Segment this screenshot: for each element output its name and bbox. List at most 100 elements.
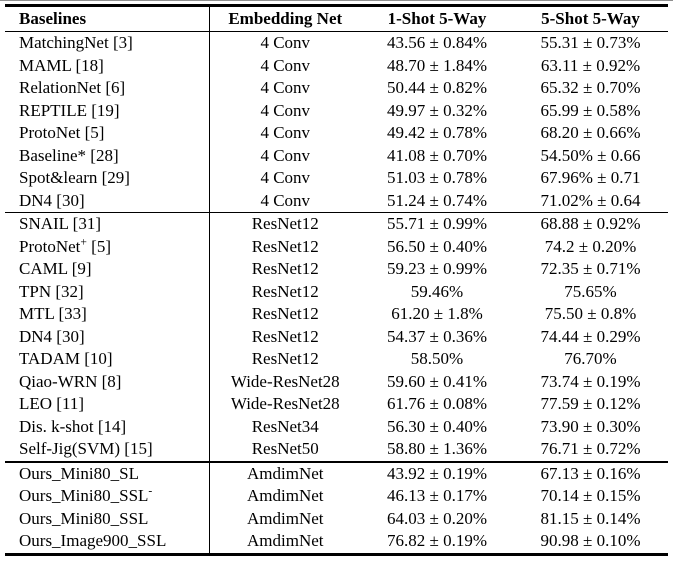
five-shot-cell: 68.88 ± 0.92% <box>540 214 641 234</box>
one-shot-cell: 43.92 ± 0.19% <box>387 463 487 483</box>
one-shot-cell: 41.08 ± 0.70% <box>387 145 487 165</box>
baseline-cell: Qiao-WRN [8] <box>5 370 210 393</box>
five-shot-cell: 76.71 ± 0.72% <box>540 439 641 459</box>
col-header-embedding-net: Embedding Net <box>228 9 343 28</box>
embedding-cell: ResNet12 <box>251 326 319 346</box>
one-shot-cell: 46.13 ± 0.17% <box>387 486 487 506</box>
baseline-cell: Ours_Image900_SSL <box>5 530 210 554</box>
embedding-cell: AmdimNet <box>247 486 324 506</box>
embedding-cell: ResNet12 <box>251 281 319 301</box>
baseline-cell: Self-Jig(SVM) [15] <box>5 438 210 462</box>
baseline-cell: RelationNet [6] <box>5 77 210 100</box>
one-shot-cell: 49.97 ± 0.32% <box>387 100 487 120</box>
table-row: Baseline* [28] 4 Conv 41.08 ± 0.70% 54.50% … <box>5 144 668 167</box>
baseline-cell: DN4 [30] <box>5 189 210 213</box>
one-shot-cell: 51.24 ± 0.74% <box>387 190 487 210</box>
col-header-baselines: Baselines <box>5 5 210 32</box>
table-row: Qiao-WRN [8] Wide-ResNet28 59.60 ± 0.41% 73… <box>5 370 668 393</box>
one-shot-cell: 55.71 ± 0.99% <box>387 214 487 234</box>
embedding-cell: 4 Conv <box>260 33 311 53</box>
five-shot-cell: 75.65% <box>564 281 617 301</box>
embedding-cell: Wide-ResNet28 <box>230 394 340 414</box>
baseline-cell: Ours_Mini80_SSL <box>5 507 210 530</box>
one-shot-cell: 54.37 ± 0.36% <box>387 326 487 346</box>
one-shot-cell: 59.46% <box>410 281 464 301</box>
baseline-cell: ProtoNet+ [5] <box>5 235 210 258</box>
embedding-cell: 4 Conv <box>260 123 311 143</box>
embedding-cell: 4 Conv <box>260 55 311 75</box>
five-shot-cell: 76.70% <box>564 349 617 369</box>
five-shot-cell: 73.90 ± 0.30% <box>540 416 641 436</box>
five-shot-cell: 71.02% ± 0.64 <box>540 190 641 210</box>
table-row: DN4 [30] ResNet12 54.37 ± 0.36% 74.44 ± 0.2… <box>5 325 668 348</box>
few-shot-results-table: Baselines Embedding Net 1-Shot 5-Way 5-S… <box>5 4 668 556</box>
baseline-cell: Ours_Mini80_SL <box>5 461 210 485</box>
baseline-cell: MAML [18] <box>5 54 210 77</box>
embedding-cell: 4 Conv <box>260 78 311 98</box>
crop-artifact-line <box>0 0 673 1</box>
table-row: Dis. k-shot [14] ResNet34 56.30 ± 0.40% 73.… <box>5 415 668 438</box>
table-row: SNAIL [31] ResNet12 55.71 ± 0.99% 68.88 ± 0… <box>5 212 668 236</box>
baseline-cell: LEO [11] <box>5 393 210 416</box>
embedding-cell: ResNet12 <box>251 259 319 279</box>
embedding-cell: ResNet12 <box>251 304 319 324</box>
table-row: Spot&learn [29] 4 Conv 51.03 ± 0.78% 67.96%… <box>5 167 668 190</box>
baseline-cell: DN4 [30] <box>5 325 210 348</box>
five-shot-cell: 54.50% ± 0.66 <box>540 145 641 165</box>
baseline-cell: SNAIL [31] <box>5 212 210 236</box>
one-shot-cell: 59.23 ± 0.99% <box>387 259 487 279</box>
five-shot-cell: 73.74 ± 0.19% <box>540 371 641 391</box>
baseline-cell: Ours_Mini80_SSL- <box>5 485 210 508</box>
baseline-cell: Spot&learn [29] <box>5 167 210 190</box>
embedding-cell: AmdimNet <box>247 508 324 528</box>
one-shot-cell: 51.03 ± 0.78% <box>387 168 487 188</box>
embedding-cell: 4 Conv <box>260 145 311 165</box>
table-row: Ours_Mini80_SL AmdimNet 43.92 ± 0.19% 67.13… <box>5 461 668 485</box>
embedding-cell: 4 Conv <box>260 168 311 188</box>
table-row: RelationNet [6] 4 Conv 50.44 ± 0.82% 65.32 … <box>5 77 668 100</box>
baseline-cell: MatchingNet [3] <box>5 31 210 55</box>
table-row: Ours_Mini80_SSL- AmdimNet 46.13 ± 0.17% 70.… <box>5 485 668 508</box>
one-shot-cell: 43.56 ± 0.84% <box>387 33 487 53</box>
table-body: MatchingNet [3] 4 Conv 43.56 ± 0.84% 55.31 … <box>5 31 668 554</box>
five-shot-cell: 74.2 ± 0.20% <box>544 236 637 256</box>
table-row: Self-Jig(SVM) [15] ResNet50 58.80 ± 1.36% 7… <box>5 438 668 462</box>
five-shot-cell: 81.15 ± 0.14% <box>540 508 641 528</box>
one-shot-cell: 49.42 ± 0.78% <box>387 123 487 143</box>
five-shot-cell: 65.99 ± 0.58% <box>540 100 641 120</box>
five-shot-cell: 77.59 ± 0.12% <box>540 394 641 414</box>
five-shot-cell: 70.14 ± 0.15% <box>540 486 641 506</box>
embedding-cell: AmdimNet <box>247 531 324 551</box>
embedding-cell: 4 Conv <box>260 190 311 210</box>
one-shot-cell: 56.50 ± 0.40% <box>387 236 487 256</box>
embedding-cell: ResNet12 <box>251 236 319 256</box>
baseline-cell: ProtoNet [5] <box>5 122 210 145</box>
embedding-cell: AmdimNet <box>247 463 324 483</box>
five-shot-cell: 74.44 ± 0.29% <box>540 326 641 346</box>
five-shot-cell: 55.31 ± 0.73% <box>540 33 641 53</box>
table-row: TPN [32] ResNet12 59.46% 75.65% <box>5 280 668 303</box>
table-row: MatchingNet [3] 4 Conv 43.56 ± 0.84% 55.31 … <box>5 31 668 55</box>
table-row: Ours_Image900_SSL AmdimNet 76.82 ± 0.19% 90… <box>5 530 668 554</box>
one-shot-cell: 50.44 ± 0.82% <box>387 78 487 98</box>
table-row: TADAM [10] ResNet12 58.50% 76.70% <box>5 348 668 371</box>
baseline-cell: Dis. k-shot [14] <box>5 415 210 438</box>
table-row: Ours_Mini80_SSL AmdimNet 64.03 ± 0.20% 81.1… <box>5 507 668 530</box>
five-shot-cell: 67.13 ± 0.16% <box>540 463 641 483</box>
five-shot-cell: 75.50 ± 0.8% <box>544 304 637 324</box>
five-shot-cell: 67.96% ± 0.71 <box>540 168 641 188</box>
five-shot-cell: 65.32 ± 0.70% <box>540 78 641 98</box>
one-shot-cell: 61.20 ± 1.8% <box>391 304 483 324</box>
table-row: CAML [9] ResNet12 59.23 ± 0.99% 72.35 ± 0.7… <box>5 258 668 281</box>
one-shot-cell: 64.03 ± 0.20% <box>387 508 487 528</box>
header-row: Baselines Embedding Net 1-Shot 5-Way 5-S… <box>5 5 668 32</box>
table-row: ProtoNet [5] 4 Conv 49.42 ± 0.78% 68.20 ± 0… <box>5 122 668 145</box>
embedding-cell: ResNet12 <box>251 214 319 234</box>
embedding-cell: ResNet12 <box>251 349 319 369</box>
baseline-cell: CAML [9] <box>5 258 210 281</box>
table-row: LEO [11] Wide-ResNet28 61.76 ± 0.08% 77.59 … <box>5 393 668 416</box>
table-header: Baselines Embedding Net 1-Shot 5-Way 5-S… <box>5 5 668 32</box>
one-shot-cell: 56.30 ± 0.40% <box>387 416 487 436</box>
five-shot-cell: 72.35 ± 0.71% <box>540 259 641 279</box>
